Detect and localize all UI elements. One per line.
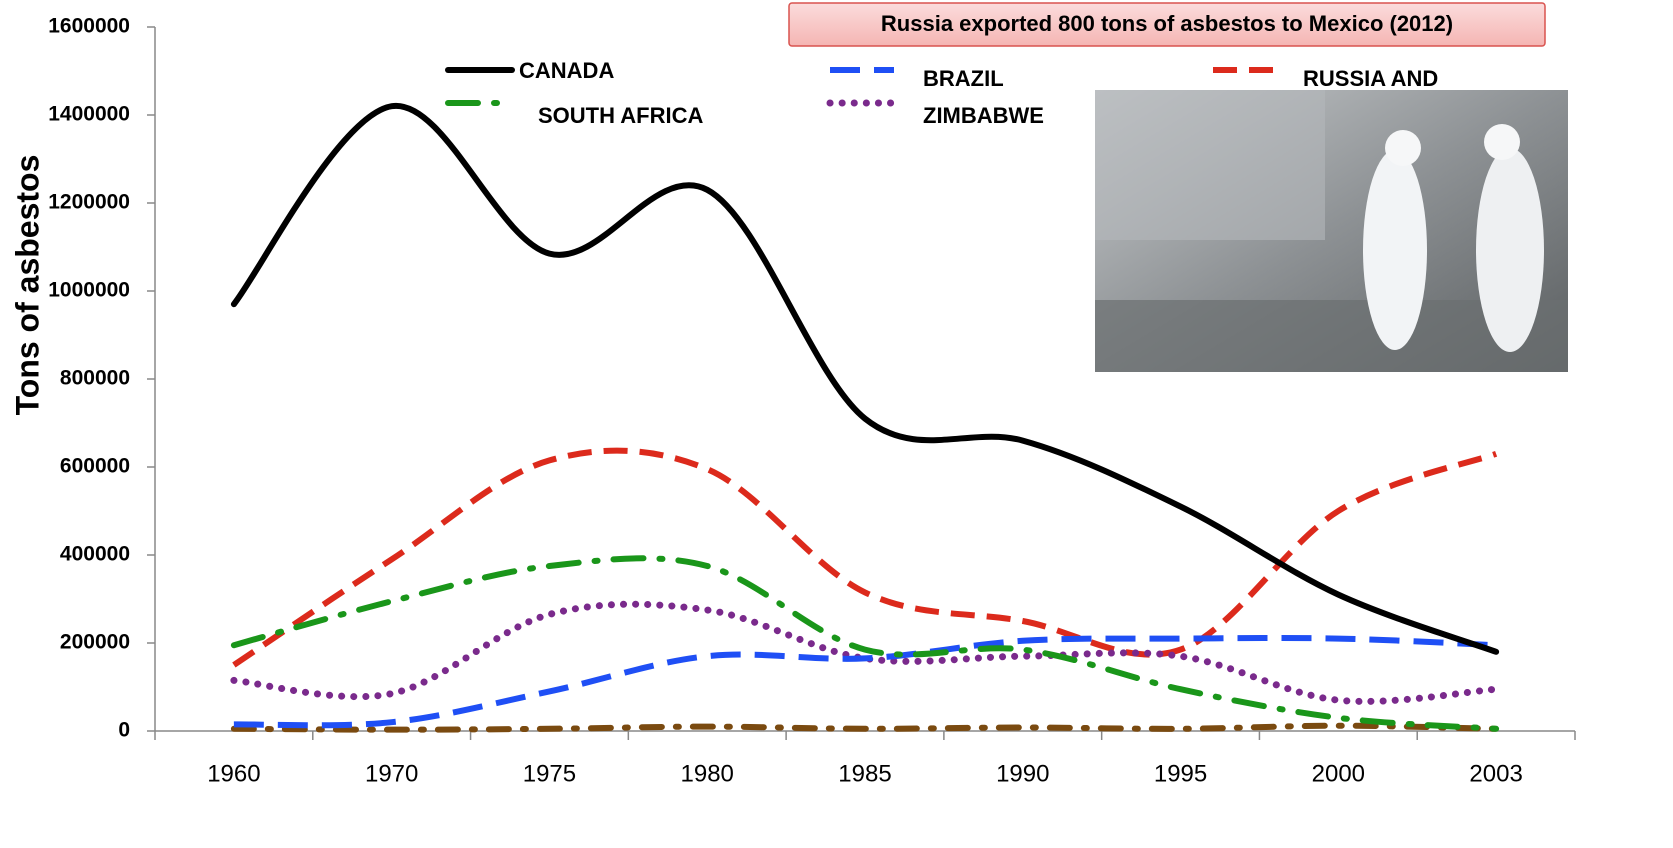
x-tick-label: 1990 — [996, 760, 1049, 787]
x-tick-label: 1975 — [523, 760, 576, 787]
y-tick-label: 1200000 — [48, 191, 130, 214]
x-tick-label: 1970 — [365, 760, 418, 787]
legend-label: ZIMBABWE — [923, 103, 1044, 128]
annotation-box: Russia exported 800 tons of asbestos to … — [788, 2, 1546, 47]
photo-worker — [1363, 150, 1427, 350]
y-axis-title: Tons of asbestos — [9, 155, 45, 416]
x-tick-label: 1960 — [207, 760, 260, 787]
line-series — [232, 447, 1498, 668]
photo-bags — [1095, 90, 1325, 240]
y-tick-label: 400000 — [60, 543, 130, 566]
y-tick-label: 200000 — [60, 631, 130, 654]
photo-worker — [1476, 148, 1544, 352]
y-tick-label: 1400000 — [48, 103, 130, 126]
photo-worker-head — [1385, 130, 1421, 166]
line-series — [230, 600, 1500, 705]
x-tick-label: 2000 — [1312, 760, 1365, 787]
x-tick-label: 2003 — [1469, 760, 1522, 787]
y-tick-label: 1600000 — [48, 15, 130, 38]
line-series — [230, 722, 1500, 733]
annotation: Russia exported 800 tons of asbestos to … — [881, 11, 1453, 36]
photo-worker-head — [1484, 124, 1520, 160]
legend: CANADA SOUTH AFRICA BRAZIL ZIMBABWE RUSSIA A… — [445, 58, 1438, 128]
y-tick-label: 800000 — [60, 367, 130, 390]
y-tick-label: 600000 — [60, 455, 130, 478]
x-tick-label: 1985 — [838, 760, 891, 787]
legend-label: BRAZIL — [923, 66, 1004, 91]
y-tick-label: 0 — [118, 719, 130, 742]
x-tick-label: 1980 — [681, 760, 734, 787]
line-series — [230, 103, 1500, 655]
photo — [1095, 90, 1568, 372]
x-tick-label: 1995 — [1154, 760, 1207, 787]
y-tick-label: 1000000 — [48, 279, 130, 302]
line-series — [230, 555, 1500, 732]
line-series — [233, 635, 1497, 729]
legend-label: RUSSIA AND — [1303, 66, 1438, 91]
annotation-frame — [788, 2, 1546, 47]
legend-label: SOUTH AFRICA — [538, 103, 704, 128]
legend-label: CANADA — [519, 58, 614, 83]
